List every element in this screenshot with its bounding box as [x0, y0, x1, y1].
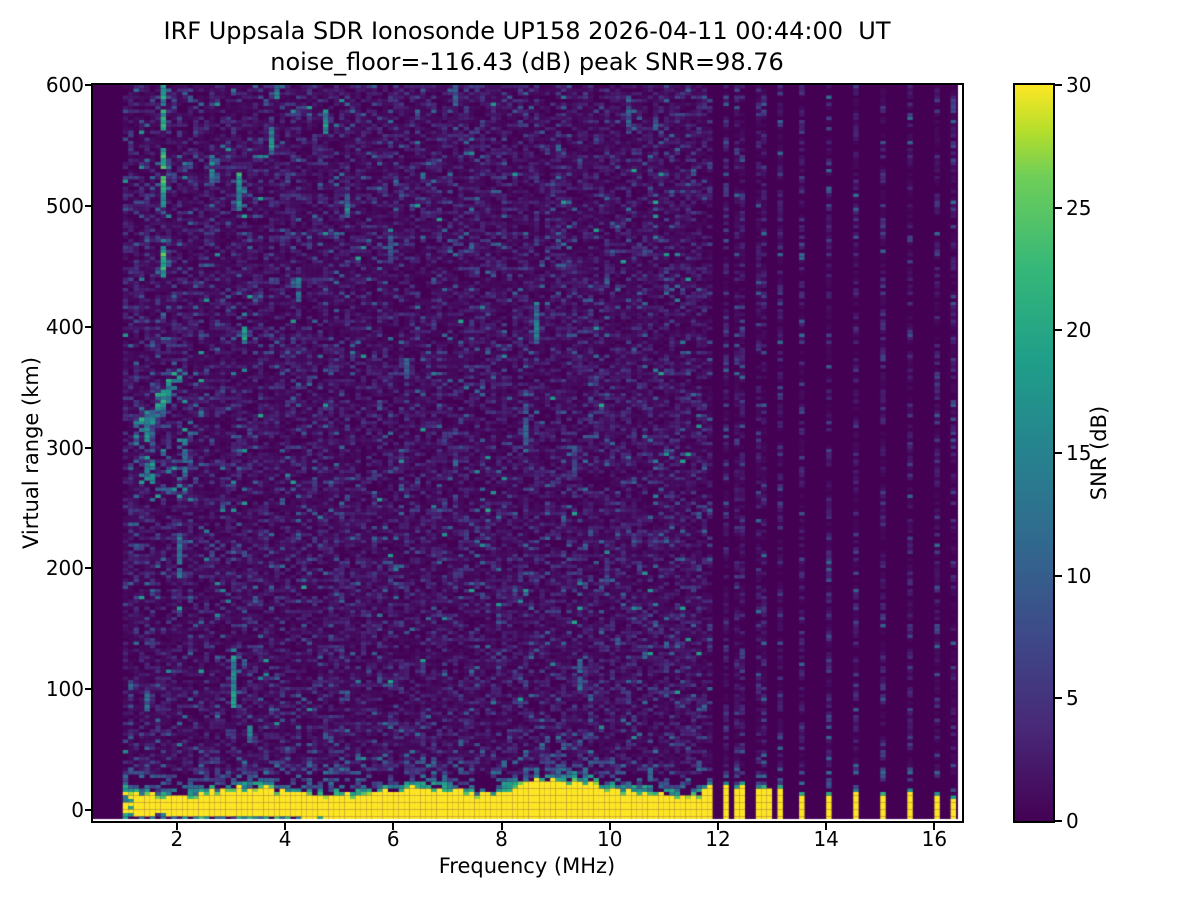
colorbar-tick-mark [1055, 820, 1062, 822]
x-tick-mark [392, 823, 395, 830]
colorbar-tick-mark [1055, 206, 1062, 209]
y-tick-label: 300 [45, 435, 84, 460]
colorbar-tick-label: 20 [1066, 318, 1092, 343]
colorbar-gradient [1015, 85, 1053, 821]
y-tick-label: 100 [45, 677, 84, 702]
x-tick-label: 16 [921, 827, 948, 851]
colorbar-tick-label: 5 [1066, 686, 1079, 711]
colorbar-tick-label: 0 [1066, 809, 1079, 833]
ionogram-heatmap [93, 85, 962, 821]
x-tick-label: 10 [597, 827, 623, 851]
y-axis-label: Virtual range (km) [19, 356, 43, 550]
y-tick-mark [85, 204, 92, 207]
y-tick-label: 600 [45, 73, 84, 97]
x-tick-label: 8 [495, 827, 508, 851]
colorbar-tick-label: 10 [1066, 563, 1092, 588]
y-tick-label: 200 [45, 556, 84, 581]
colorbar-label: SNR (dB) [1087, 405, 1111, 501]
colorbar-tick-label: 25 [1066, 195, 1092, 220]
y-tick-mark [85, 446, 92, 449]
x-tick-label: 12 [705, 827, 731, 851]
x-tick-mark [175, 823, 178, 830]
chart-subtitle: noise_floor=-116.43 (dB) peak SNR=98.76 [270, 48, 784, 76]
y-tick-label: 400 [45, 314, 84, 339]
y-tick-mark [85, 84, 92, 86]
colorbar-tick-mark [1055, 574, 1062, 577]
y-tick-label: 0 [71, 798, 84, 823]
x-tick-mark [933, 823, 936, 830]
colorbar-tick-mark [1055, 329, 1062, 332]
colorbar-border [1013, 83, 1055, 823]
y-tick-mark [85, 688, 92, 691]
y-tick-mark [85, 325, 92, 328]
colorbar-tick-label: 15 [1066, 441, 1092, 465]
x-tick-mark [284, 823, 287, 830]
y-tick-mark [85, 809, 92, 812]
colorbar-tick-mark [1055, 452, 1062, 454]
x-tick-mark [716, 823, 719, 830]
x-tick-label: 14 [813, 827, 839, 851]
y-tick-mark [85, 567, 92, 570]
x-tick-mark [608, 823, 611, 830]
x-tick-label: 6 [386, 827, 400, 851]
x-tick-label: 2 [170, 827, 184, 851]
x-tick-mark [825, 823, 828, 830]
chart-title: IRF Uppsala SDR Ionosonde UP158 2026-04-… [163, 17, 891, 45]
x-axis-label: Frequency (MHz) [438, 854, 616, 878]
x-tick-label: 4 [278, 827, 292, 851]
x-tick-mark [500, 823, 503, 830]
colorbar-tick-mark [1055, 84, 1062, 86]
y-tick-label: 500 [45, 193, 84, 218]
colorbar-tick-label: 30 [1066, 73, 1092, 97]
colorbar-tick-mark [1055, 697, 1062, 700]
